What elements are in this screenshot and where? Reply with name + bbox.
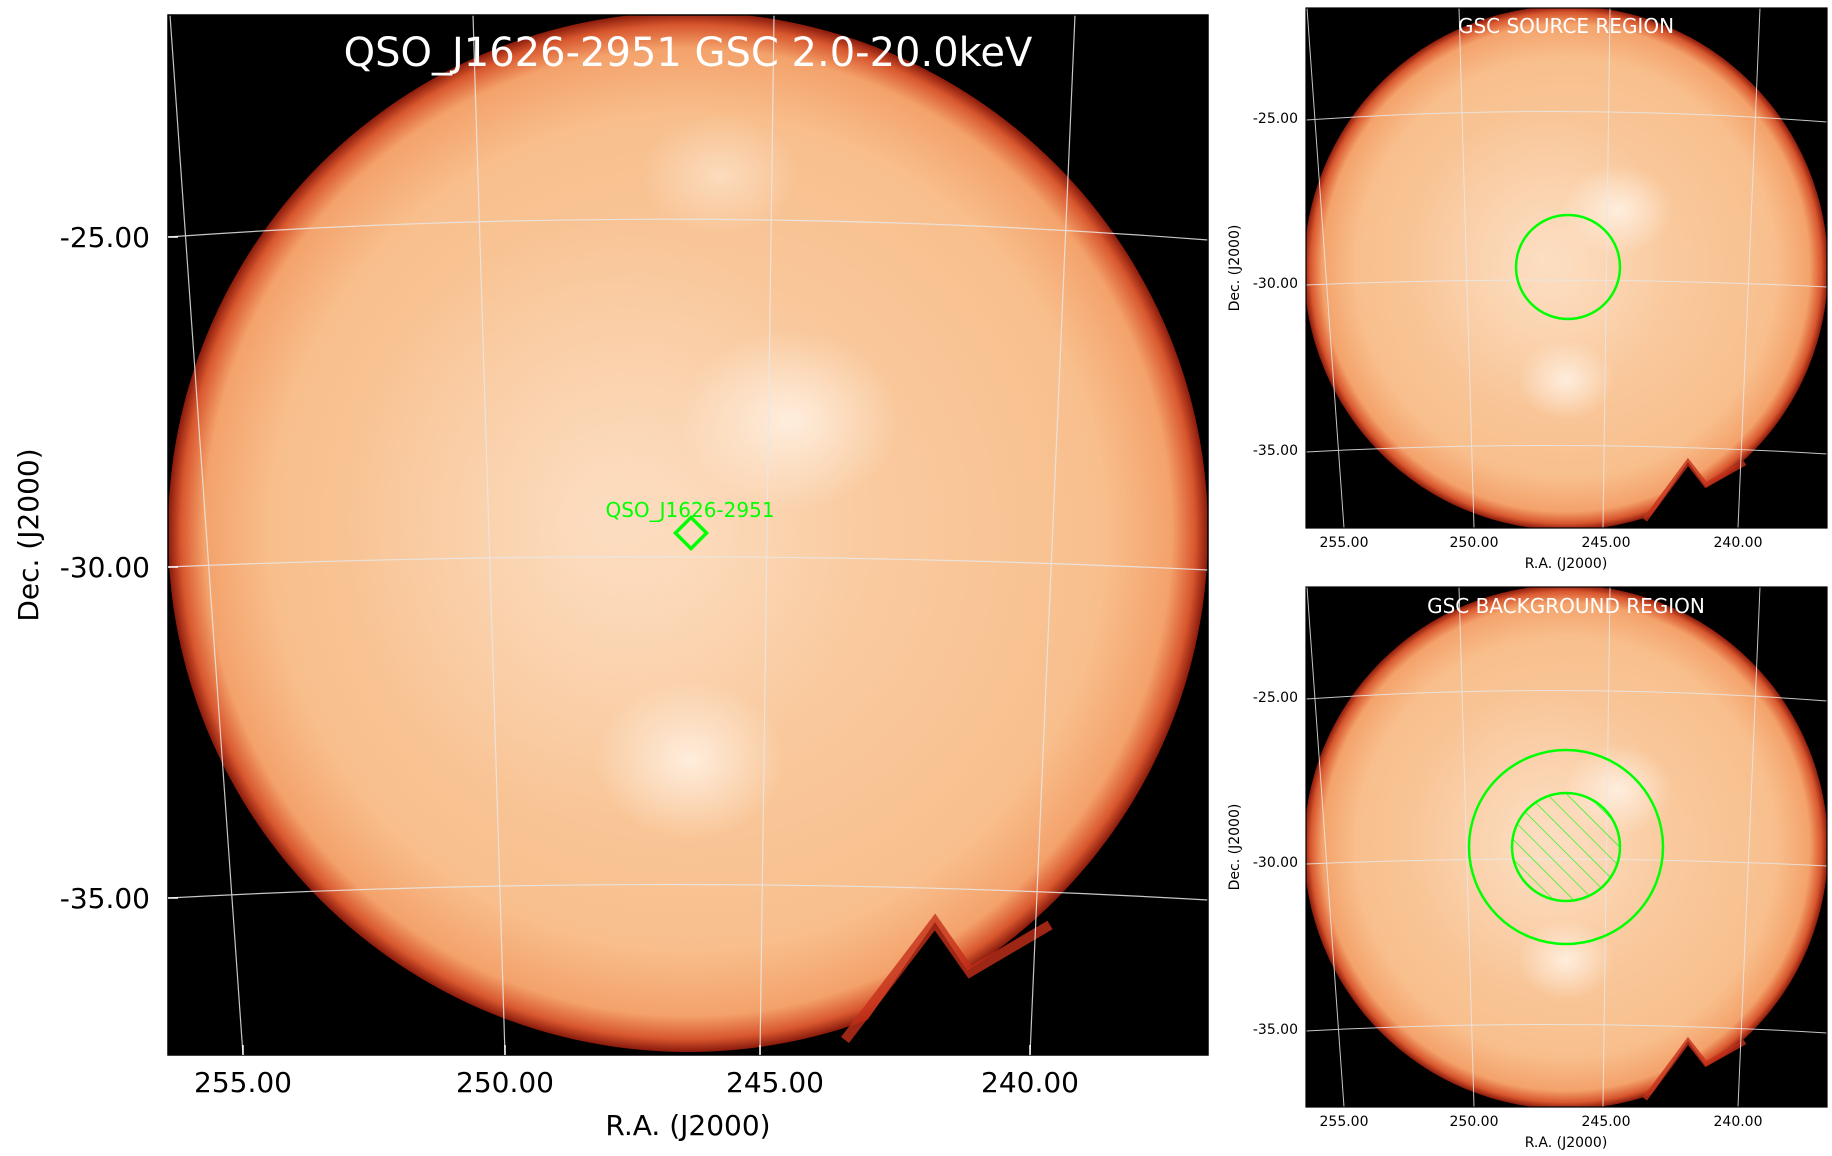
background-panel-title: GSC BACKGROUND REGION bbox=[1427, 594, 1705, 618]
main-title: QSO_J1626-2951 GSC 2.0-20.0keV bbox=[344, 30, 1033, 76]
source-diamond-marker bbox=[672, 514, 710, 552]
source-xtick-1: 255.00 bbox=[1320, 535, 1369, 551]
main-ticks bbox=[168, 236, 1031, 1055]
main-xtick-3: 245.00 bbox=[726, 1066, 824, 1099]
background-xtick-2: 250.00 bbox=[1450, 1114, 1499, 1130]
source-label: QSO_J1626-2951 bbox=[605, 498, 774, 522]
main-xtick-2: 250.00 bbox=[456, 1066, 554, 1099]
main-ytick-3: -35.00 bbox=[60, 882, 150, 915]
main-frame bbox=[167, 14, 1209, 1056]
source-xlabel: R.A. (J2000) bbox=[1525, 556, 1608, 572]
background-frame bbox=[1305, 586, 1828, 1108]
source-xtick-4: 240.00 bbox=[1714, 535, 1763, 551]
source-ytick-3: -35.00 bbox=[1253, 443, 1298, 459]
background-ytick-3: -35.00 bbox=[1253, 1022, 1298, 1038]
source-xtick-3: 245.00 bbox=[1582, 535, 1631, 551]
main-ytick-1: -25.00 bbox=[60, 221, 150, 254]
source-region-panel: GSC SOURCE REGION -25.00 -30.00 -35.00 2… bbox=[1227, 7, 1828, 572]
source-sky-image bbox=[1306, 8, 1827, 528]
background-region-panel: GSC BACKGROUND REGION -25.00 -30.00 -35.… bbox=[1227, 586, 1828, 1151]
background-ylabel: Dec. (J2000) bbox=[1227, 804, 1243, 891]
background-xlabel: R.A. (J2000) bbox=[1525, 1135, 1608, 1151]
source-xtick-2: 250.00 bbox=[1450, 535, 1499, 551]
background-ytick-1: -25.00 bbox=[1253, 690, 1298, 706]
source-ylabel: Dec. (J2000) bbox=[1227, 225, 1243, 312]
background-excluded-hatched-circle bbox=[1510, 791, 1622, 903]
source-frame bbox=[1305, 7, 1828, 529]
main-xtick-1: 255.00 bbox=[194, 1066, 292, 1099]
main-sky-image bbox=[168, 15, 1208, 1055]
main-panel: QSO_J1626-2951 GSC 2.0-20.0keV QSO_J1626… bbox=[12, 14, 1209, 1142]
background-ytick-2: -30.00 bbox=[1253, 855, 1298, 871]
source-ytick-2: -30.00 bbox=[1253, 276, 1298, 292]
main-xlabel: R.A. (J2000) bbox=[605, 1109, 770, 1142]
background-xtick-1: 255.00 bbox=[1320, 1114, 1369, 1130]
main-xtick-4: 240.00 bbox=[981, 1066, 1079, 1099]
main-ytick-2: -30.00 bbox=[60, 551, 150, 584]
background-xtick-4: 240.00 bbox=[1714, 1114, 1763, 1130]
background-outer-circle bbox=[1467, 748, 1665, 946]
source-ytick-1: -25.00 bbox=[1253, 111, 1298, 127]
source-region-circle bbox=[1514, 213, 1622, 321]
source-panel-title: GSC SOURCE REGION bbox=[1458, 14, 1674, 38]
main-grid bbox=[168, 15, 1208, 1055]
background-xtick-3: 245.00 bbox=[1582, 1114, 1631, 1130]
main-ylabel: Dec. (J2000) bbox=[12, 448, 45, 621]
